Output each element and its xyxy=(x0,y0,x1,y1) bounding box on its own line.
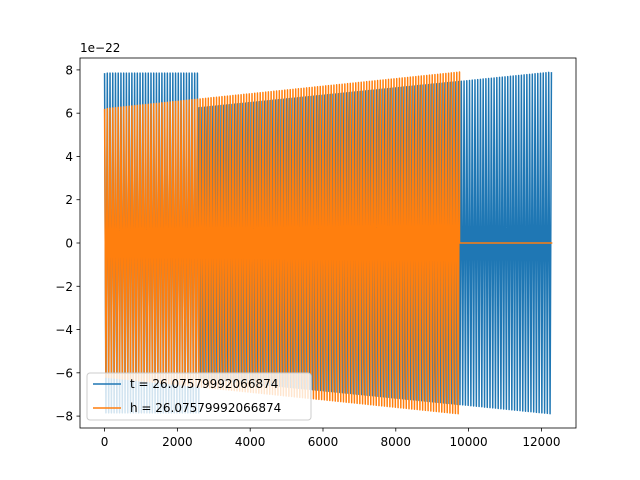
legend-label-h: h = 26.07579992066874 xyxy=(130,401,281,415)
x-tick-label: 6000 xyxy=(308,435,339,449)
y-tick-label: 8 xyxy=(65,63,73,77)
series-layer xyxy=(103,71,553,415)
y-tick-label: 6 xyxy=(65,107,73,121)
x-tick-label: 2000 xyxy=(162,435,193,449)
x-axis: 0 2000 4000 6000 8000 10000 12000 xyxy=(101,428,561,449)
y-tick-label: 4 xyxy=(65,150,73,164)
legend: t = 26.07579992066874 h = 26.07579992066… xyxy=(86,372,312,421)
legend-frame xyxy=(86,372,312,421)
legend-label-t: t = 26.07579992066874 xyxy=(130,377,278,391)
x-tick-label: 4000 xyxy=(235,435,266,449)
x-tick-label: 0 xyxy=(101,435,109,449)
y-tick-label: −2 xyxy=(55,280,73,294)
x-tick-label: 12000 xyxy=(522,435,560,449)
y-tick-label: −6 xyxy=(55,366,73,380)
x-tick-label: 8000 xyxy=(381,435,412,449)
y-axis: −8 −6 −4 −2 0 2 4 6 8 xyxy=(55,63,80,424)
y-offset-text: 1e−22 xyxy=(80,41,120,55)
y-tick-label: 2 xyxy=(65,193,73,207)
y-tick-label: −8 xyxy=(55,410,73,424)
y-tick-label: −4 xyxy=(55,323,73,337)
y-tick-label: 0 xyxy=(65,237,73,251)
x-tick-label: 10000 xyxy=(450,435,488,449)
series-line-h xyxy=(103,71,553,415)
